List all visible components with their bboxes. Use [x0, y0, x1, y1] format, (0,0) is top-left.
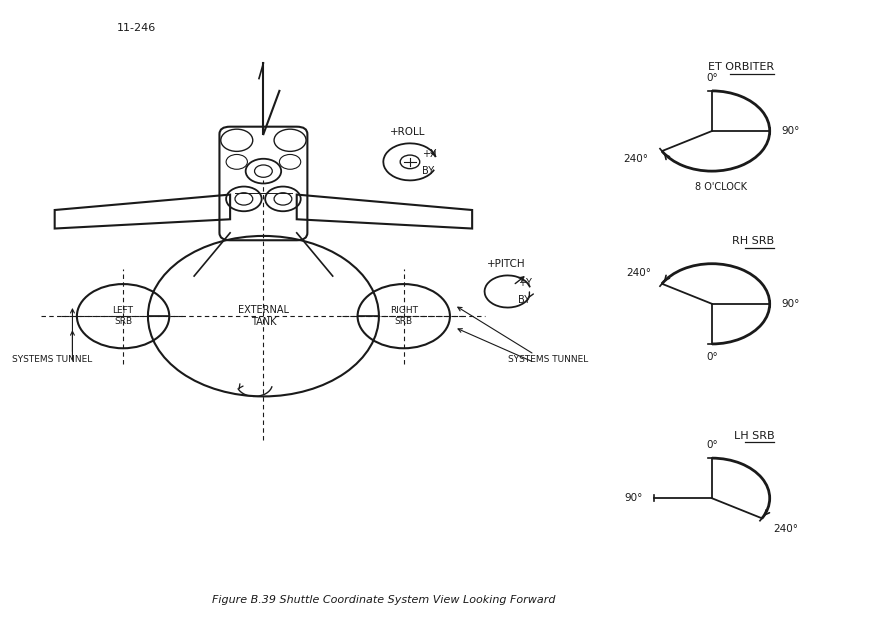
Text: +PITCH: +PITCH: [486, 259, 525, 269]
Text: RH SRB: RH SRB: [732, 236, 774, 246]
Text: 0°: 0°: [706, 352, 718, 362]
Text: +ROLL: +ROLL: [390, 127, 426, 137]
Text: RIGHT
SRB: RIGHT SRB: [389, 306, 418, 326]
Text: ET ORBITER: ET ORBITER: [708, 63, 774, 73]
Text: SYSTEMS TUNNEL: SYSTEMS TUNNEL: [508, 355, 588, 364]
Text: 240°: 240°: [626, 268, 651, 278]
Text: SYSTEMS TUNNEL: SYSTEMS TUNNEL: [12, 355, 93, 364]
Text: +X: +X: [422, 149, 437, 159]
Text: BY: BY: [519, 295, 530, 305]
Text: 90°: 90°: [625, 494, 642, 503]
Text: LH SRB: LH SRB: [733, 431, 774, 441]
Text: Figure B.39 Shuttle Coordinate System View Looking Forward: Figure B.39 Shuttle Coordinate System Vi…: [211, 595, 555, 605]
Text: +Y: +Y: [519, 278, 532, 288]
Text: 0°: 0°: [706, 73, 718, 83]
Text: 90°: 90°: [781, 126, 799, 136]
Text: LEFT
SRB: LEFT SRB: [112, 306, 134, 326]
Text: BY: BY: [422, 166, 435, 175]
Text: 8 O'CLOCK: 8 O'CLOCK: [695, 182, 747, 192]
Text: 90°: 90°: [781, 299, 799, 309]
Text: 11-246: 11-246: [117, 23, 156, 33]
Text: 240°: 240°: [773, 525, 798, 534]
Text: EXTERNAL
TANK: EXTERNAL TANK: [238, 306, 289, 327]
Text: 240°: 240°: [624, 154, 649, 164]
Text: 0°: 0°: [706, 440, 718, 450]
